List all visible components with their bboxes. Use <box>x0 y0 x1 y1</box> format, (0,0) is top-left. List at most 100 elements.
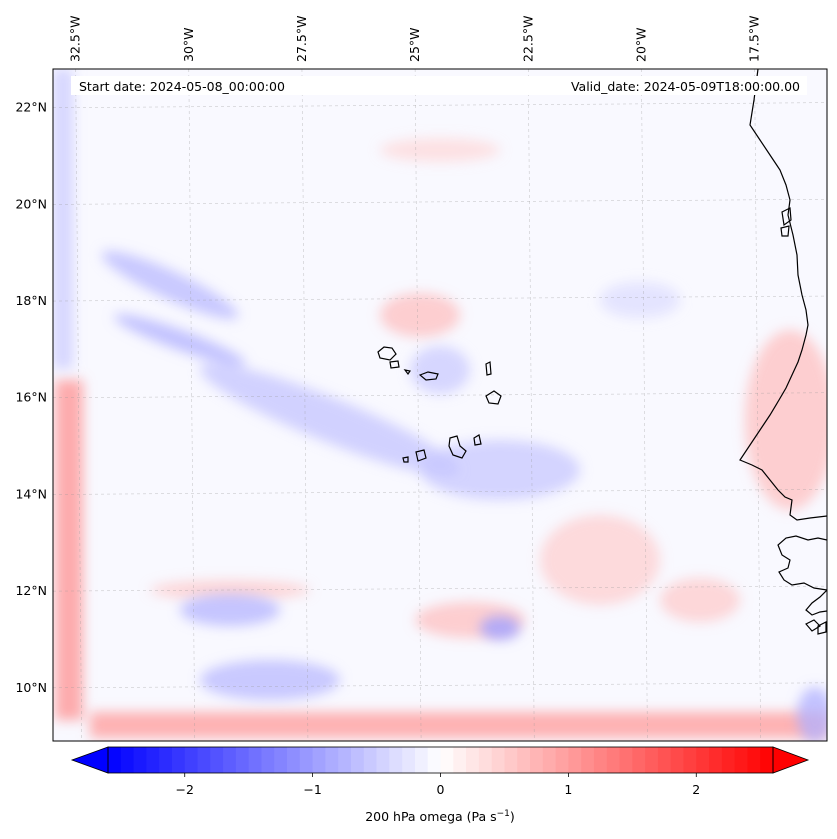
lon-tick-label: 30°W <box>181 27 196 62</box>
lat-tick-label: 12°N <box>15 583 47 598</box>
meridian-line-6 <box>754 69 761 741</box>
longitude-labels: 32.5°W 30°W 27.5°W 25°W 22.5°W 20°W 17.5°W <box>68 16 762 62</box>
sao-vicente-island <box>389 360 400 369</box>
colorbar-tick-label: −2 <box>176 782 194 797</box>
colorbar-level <box>133 747 147 773</box>
descent-patch-1 <box>380 293 460 337</box>
colorbar-level <box>235 747 250 773</box>
colorbar-label: 200 hPa omega (Pa s−1) <box>365 809 515 824</box>
lon-tick-label: 22.5°W <box>520 16 535 62</box>
colorbar-level <box>606 747 621 773</box>
colorbar-level <box>683 747 697 773</box>
colorbar-level <box>120 747 135 773</box>
colorbar-tick-label: 0 <box>437 782 445 797</box>
valid-date-text: Valid_date: 2024-05-09T18:00:00.00 <box>571 79 800 94</box>
ascent-patch-3 <box>200 660 340 700</box>
senegal-gambia-coast <box>777 535 827 591</box>
ascent-band-2 <box>114 314 246 366</box>
west-edge-descent <box>55 380 83 720</box>
descent-patch-2 <box>540 515 660 605</box>
colorbar-level <box>619 747 633 773</box>
colorbar-level <box>581 747 595 773</box>
colorbar-level <box>555 747 569 773</box>
colorbar-level <box>517 747 531 773</box>
meridian-line-5 <box>641 69 648 741</box>
colorbar-level <box>478 747 493 773</box>
colorbar-level <box>287 747 301 773</box>
meridian-line-4 <box>528 69 535 741</box>
colorbar-tick-label: 2 <box>692 782 700 797</box>
ascent-band-1 <box>101 250 239 320</box>
lat-tick-label: 14°N <box>15 486 47 501</box>
colorbar-level <box>593 747 608 773</box>
colorbar-level <box>159 747 173 773</box>
colorbar-level <box>184 747 199 773</box>
colorbar-level <box>491 747 506 773</box>
colorbar-level <box>338 747 352 773</box>
colorbar-level <box>670 747 685 773</box>
meridian-line-3 <box>414 69 422 741</box>
colorbar-level <box>197 747 211 773</box>
maio-island <box>473 434 482 446</box>
bijagos-island-1 <box>805 619 821 632</box>
meridian-line-0 <box>75 69 82 741</box>
africa-coastline <box>739 69 827 521</box>
boa-vista-island <box>485 390 502 405</box>
ascent-patch-2 <box>180 594 280 626</box>
colorbar-level <box>312 747 327 773</box>
colorbar-level <box>248 747 263 773</box>
colorbar-level <box>363 747 378 773</box>
lat-tick-label: 20°N <box>15 196 47 211</box>
ascent-patch-1 <box>420 440 580 500</box>
coastal-descent <box>745 330 827 510</box>
ascent-patch-7 <box>600 282 680 318</box>
coastlines <box>377 69 827 635</box>
colorbar-level <box>402 747 416 773</box>
colorbar-tick-label: 1 <box>564 782 572 797</box>
colorbar-level <box>760 747 774 773</box>
ascent-regions <box>53 69 827 741</box>
santa-luzia-island <box>403 369 411 376</box>
field-background <box>53 69 827 741</box>
colorbar-level <box>721 747 736 773</box>
colorbar-level <box>389 747 403 773</box>
colorbar: −2 −1 0 1 2 200 hPa omega (Pa s−1) <box>70 746 810 824</box>
gridlines <box>53 69 827 741</box>
lat-tick-label: 10°N <box>15 680 47 695</box>
lon-tick-label: 32.5°W <box>68 16 83 62</box>
map-frame <box>52 68 828 742</box>
colorbar-level <box>696 747 710 773</box>
colorbar-min-extend <box>70 746 109 774</box>
colorbar-tick-label: −1 <box>303 782 321 797</box>
meridian-line-1 <box>188 69 196 741</box>
meridian-line-2 <box>301 69 309 741</box>
colorbar-level <box>325 747 339 773</box>
colorbar-level <box>453 747 467 773</box>
lat-tick-label: 22°N <box>15 100 47 115</box>
colorbar-level <box>414 747 429 773</box>
colorbar-level <box>542 747 557 773</box>
colorbar-level <box>274 747 288 773</box>
latitude-labels: 22°N 20°N 18°N 16°N 14°N 12°N 10°N <box>15 100 47 695</box>
colorbar-level <box>747 747 761 773</box>
colorbar-level <box>223 747 237 773</box>
coastal-inlet-2 <box>780 225 790 237</box>
sao-nicolau-island <box>418 371 439 381</box>
colorbar-level <box>299 747 314 773</box>
colorbar-level <box>734 747 749 773</box>
descent-patch-4 <box>150 580 310 600</box>
coastal-inlet-1 <box>781 207 792 227</box>
lon-tick-label: 27.5°W <box>294 16 309 62</box>
info-box <box>71 76 807 95</box>
colorbar-level <box>709 747 723 773</box>
fogo-island <box>415 449 427 462</box>
descent-patch-5 <box>380 138 500 162</box>
colorbar-level <box>440 747 454 773</box>
descent-patch-6 <box>660 578 740 622</box>
lon-tick-label: 25°W <box>407 27 422 62</box>
lat-tick-label: 16°N <box>15 390 47 405</box>
santiago-island <box>448 435 467 459</box>
brava-island <box>402 456 409 463</box>
bijagos-island-2 <box>817 621 827 635</box>
